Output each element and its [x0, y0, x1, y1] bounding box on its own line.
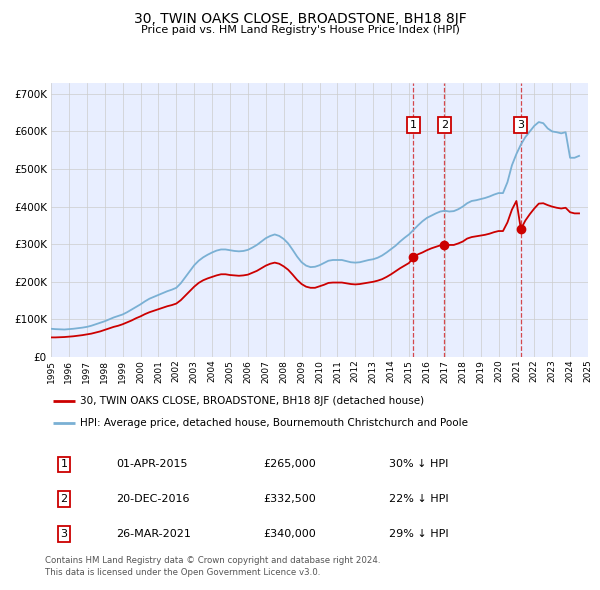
Text: Price paid vs. HM Land Registry's House Price Index (HPI): Price paid vs. HM Land Registry's House …	[140, 25, 460, 35]
Text: 1: 1	[410, 120, 417, 130]
Text: 30, TWIN OAKS CLOSE, BROADSTONE, BH18 8JF (detached house): 30, TWIN OAKS CLOSE, BROADSTONE, BH18 8J…	[80, 395, 425, 405]
Text: 30% ↓ HPI: 30% ↓ HPI	[389, 460, 448, 469]
Text: 26-MAR-2021: 26-MAR-2021	[116, 529, 191, 539]
Text: 3: 3	[61, 529, 68, 539]
Text: HPI: Average price, detached house, Bournemouth Christchurch and Poole: HPI: Average price, detached house, Bour…	[80, 418, 469, 428]
Text: This data is licensed under the Open Government Licence v3.0.: This data is licensed under the Open Gov…	[45, 568, 320, 576]
Text: £265,000: £265,000	[263, 460, 316, 469]
Text: 01-APR-2015: 01-APR-2015	[116, 460, 187, 469]
Text: 3: 3	[517, 120, 524, 130]
Text: 2: 2	[441, 120, 448, 130]
Text: 30, TWIN OAKS CLOSE, BROADSTONE, BH18 8JF: 30, TWIN OAKS CLOSE, BROADSTONE, BH18 8J…	[134, 12, 466, 26]
Text: £332,500: £332,500	[263, 494, 316, 504]
Text: Contains HM Land Registry data © Crown copyright and database right 2024.: Contains HM Land Registry data © Crown c…	[45, 556, 380, 565]
Text: 20-DEC-2016: 20-DEC-2016	[116, 494, 190, 504]
Text: 22% ↓ HPI: 22% ↓ HPI	[389, 494, 449, 504]
Text: 29% ↓ HPI: 29% ↓ HPI	[389, 529, 449, 539]
Text: £340,000: £340,000	[263, 529, 316, 539]
Text: 1: 1	[61, 460, 68, 469]
Text: 2: 2	[61, 494, 68, 504]
